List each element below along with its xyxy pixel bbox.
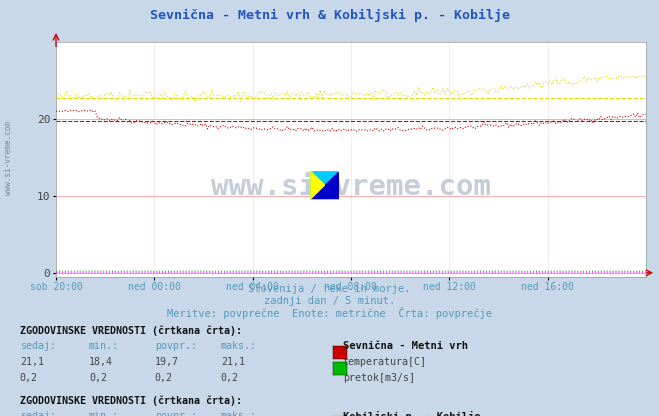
Text: ZGODOVINSKE VREDNOSTI (črtkana črta):: ZGODOVINSKE VREDNOSTI (črtkana črta):	[20, 325, 242, 336]
Text: Slovenija / reke in morje.: Slovenija / reke in morje.	[248, 284, 411, 294]
Text: 0,2: 0,2	[20, 373, 38, 383]
Text: www.si-vreme.com: www.si-vreme.com	[211, 173, 491, 201]
Text: 0,2: 0,2	[221, 373, 239, 383]
Text: pretok[m3/s]: pretok[m3/s]	[343, 373, 415, 383]
Text: temperatura[C]: temperatura[C]	[343, 357, 426, 367]
Text: sedaj:: sedaj:	[20, 411, 56, 416]
Text: Kobiljski p. - Kobilje: Kobiljski p. - Kobilje	[343, 411, 480, 416]
Text: 19,7: 19,7	[155, 357, 179, 367]
Polygon shape	[311, 172, 338, 198]
Text: 21,1: 21,1	[221, 357, 244, 367]
Text: sedaj:: sedaj:	[20, 341, 56, 351]
Text: Sevnična - Metni vrh & Kobiljski p. - Kobilje: Sevnična - Metni vrh & Kobiljski p. - Ko…	[150, 9, 509, 22]
Text: ZGODOVINSKE VREDNOSTI (črtkana črta):: ZGODOVINSKE VREDNOSTI (črtkana črta):	[20, 396, 242, 406]
Text: maks.:: maks.:	[221, 411, 257, 416]
Text: Sevnična - Metni vrh: Sevnična - Metni vrh	[343, 341, 468, 351]
Text: min.:: min.:	[89, 341, 119, 351]
Text: 0,2: 0,2	[89, 373, 107, 383]
Text: zadnji dan / 5 minut.: zadnji dan / 5 minut.	[264, 296, 395, 306]
Text: Meritve: povprečne  Enote: metrične  Črta: povprečje: Meritve: povprečne Enote: metrične Črta:…	[167, 307, 492, 319]
Text: povpr.:: povpr.:	[155, 341, 197, 351]
Text: 18,4: 18,4	[89, 357, 113, 367]
Text: 21,1: 21,1	[20, 357, 43, 367]
Text: povpr.:: povpr.:	[155, 411, 197, 416]
Text: 0,2: 0,2	[155, 373, 173, 383]
Text: www.si-vreme.com: www.si-vreme.com	[4, 121, 13, 195]
Text: maks.:: maks.:	[221, 341, 257, 351]
Polygon shape	[311, 172, 325, 198]
Polygon shape	[311, 172, 338, 198]
Text: min.:: min.:	[89, 411, 119, 416]
